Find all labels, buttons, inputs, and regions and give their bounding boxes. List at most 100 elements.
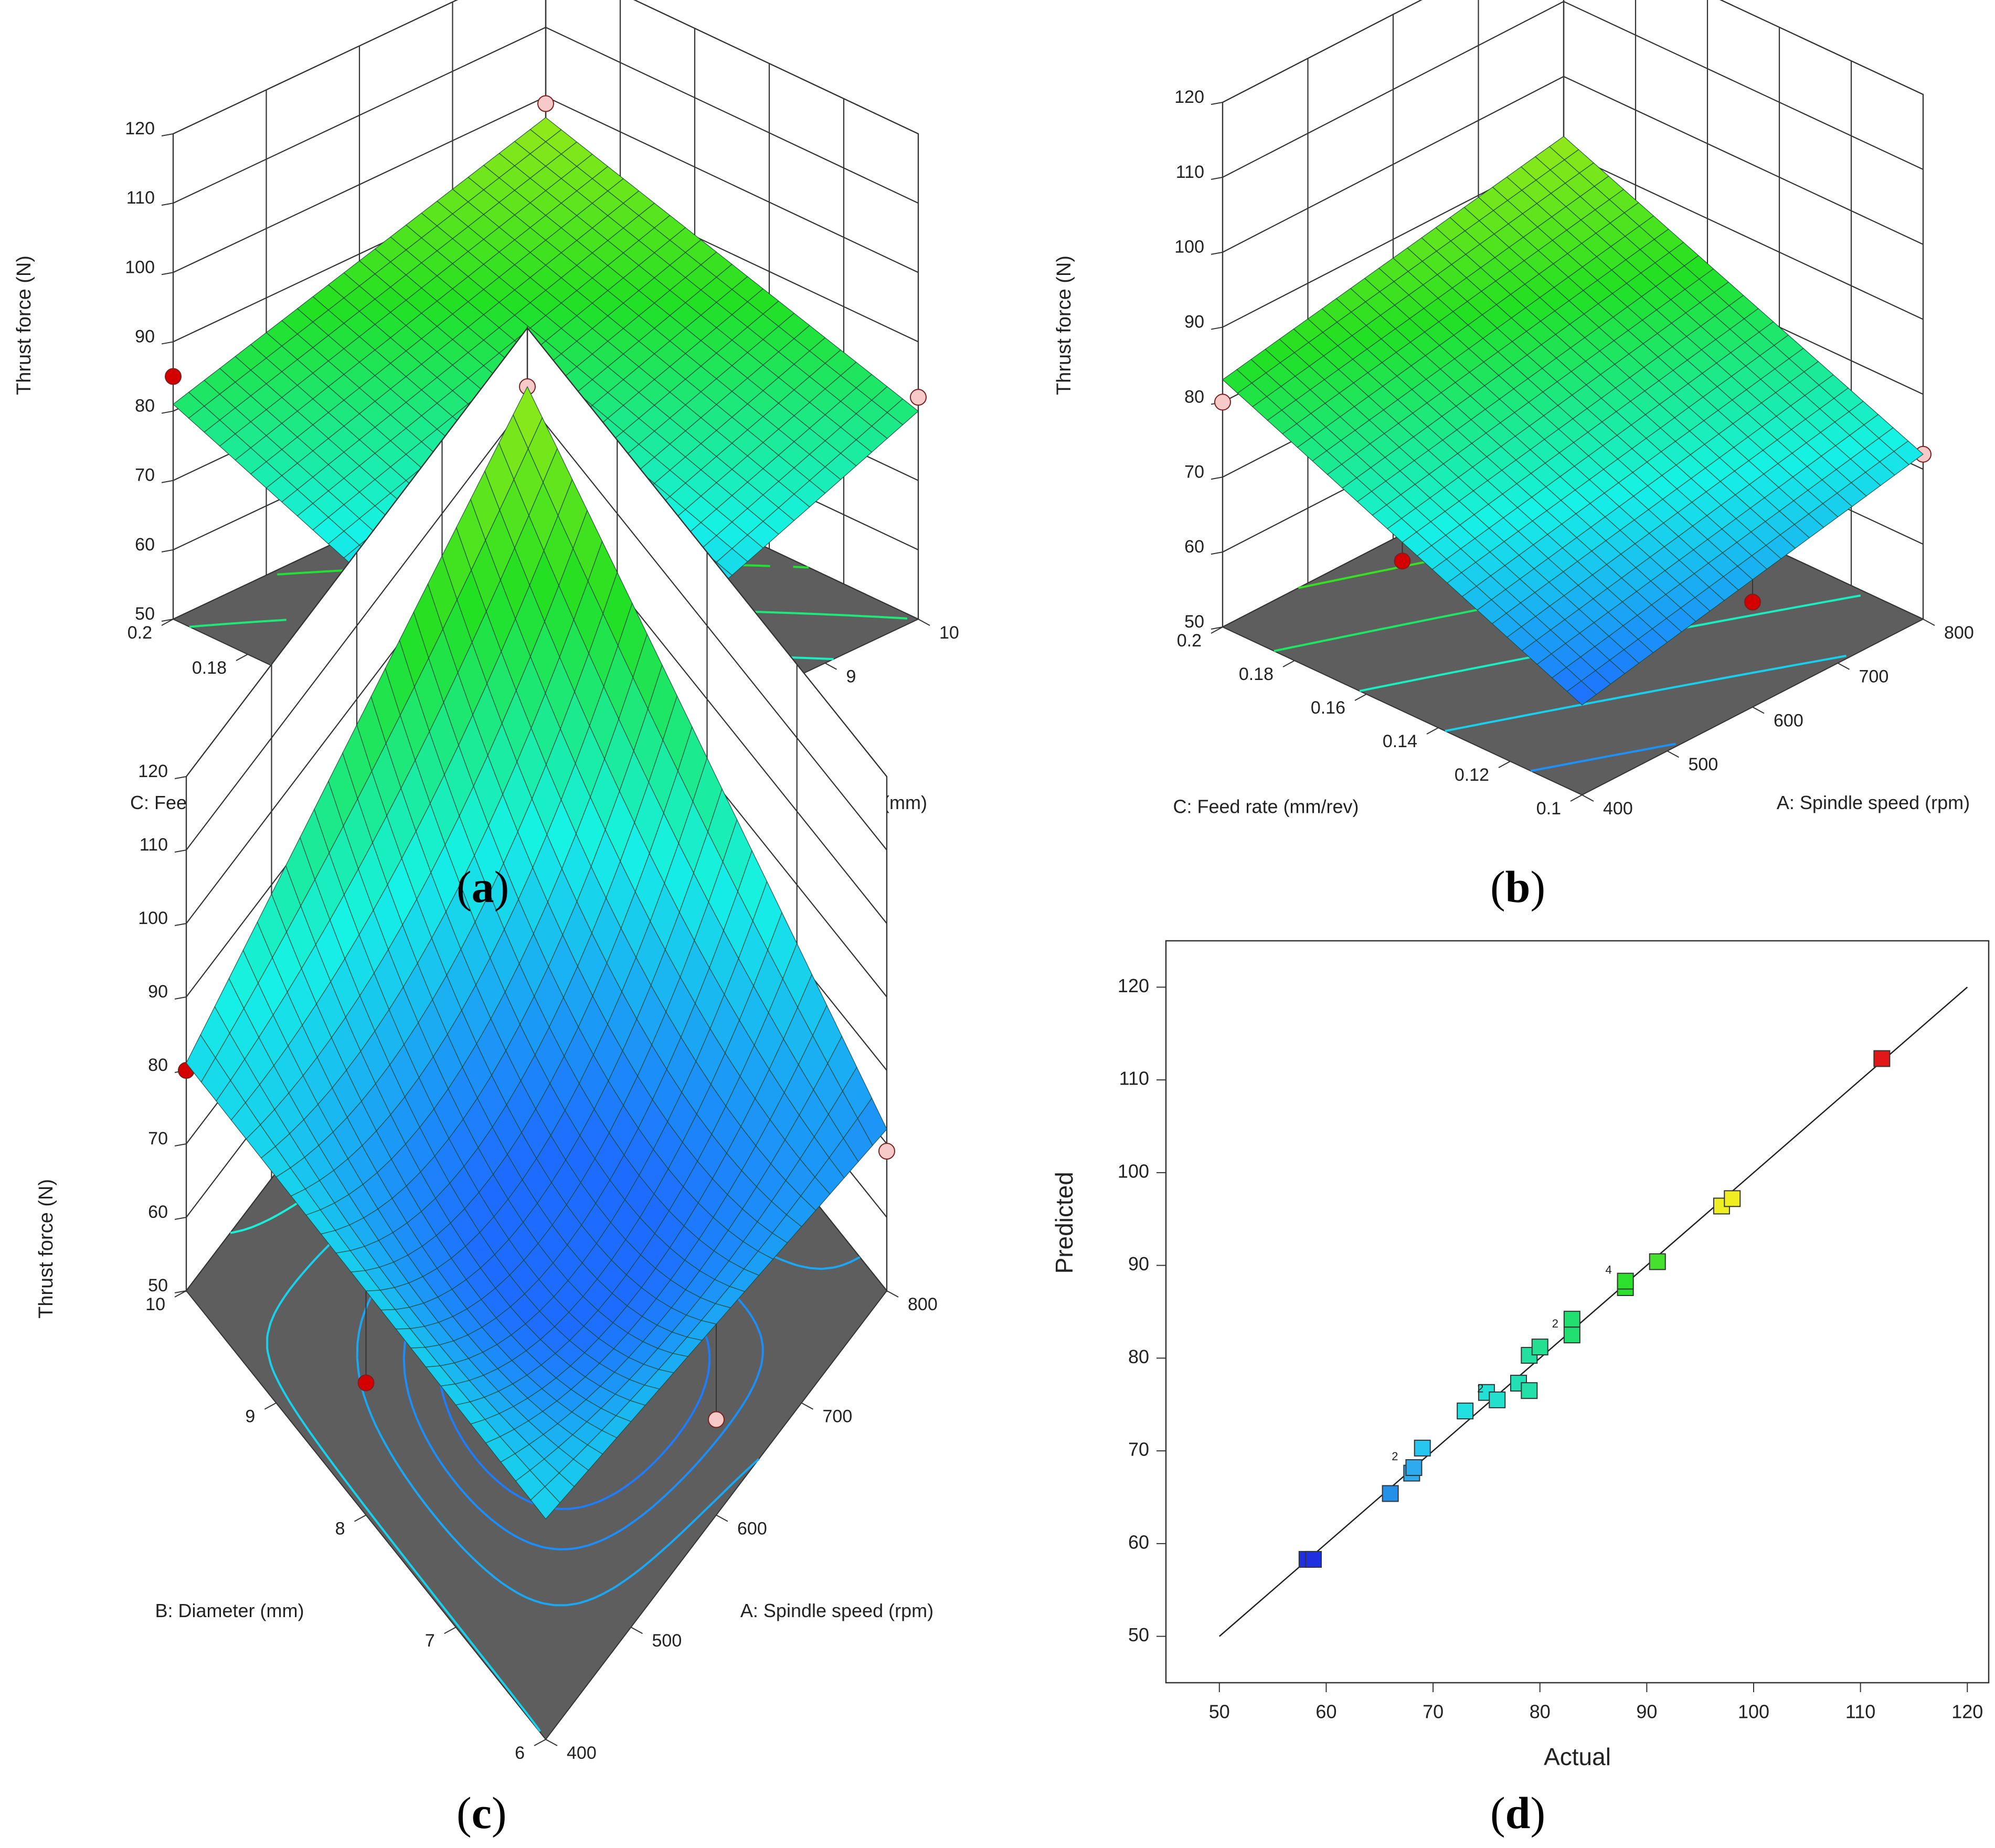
x-tick [1923,619,1935,626]
y-tick-label: 0.2 [128,623,152,643]
y-tick-label: 0.12 [1455,765,1489,785]
y-axis-label: B: Diameter (mm) [155,1600,304,1621]
z-tick-label: 80 [1184,387,1204,407]
y-tick [1498,761,1511,768]
z-tick-label: 70 [1184,462,1204,482]
point-count-label: 2 [1477,1382,1483,1395]
y-tick [354,1514,366,1522]
y-tick-label: 120 [1118,975,1149,996]
x-tick-label: 600 [737,1518,767,1538]
y-tick [1354,694,1367,701]
z-tick [161,272,174,275]
y-tick-label: 80 [1128,1346,1149,1367]
z-tick [1211,102,1223,105]
z-tick [161,341,174,345]
fit-line [1218,986,1968,1637]
y-tick-label: 0.18 [192,658,227,678]
x-axis-label: A: Spindle speed (rpm) [1777,792,1970,813]
z-tick [174,1217,187,1220]
scatter-point [1563,1326,1580,1344]
design-point [357,1374,375,1392]
floor-axes: 400 500 600 700 800 6 7 8 9 10 A: Spindle speed (r… [145,1290,938,1763]
y-tick-label: 10 [145,1294,165,1314]
y-tick [1211,626,1223,634]
z-tick-label: 50 [148,1276,168,1295]
z-tick-label: 110 [140,835,168,855]
point-count-label: 4 [1606,1263,1612,1276]
x-tick-label: 800 [908,1294,938,1314]
z-axis-label: Thrust force (N) [35,1179,57,1319]
z-axis: 50 60 70 80 90 100 110 120 Thrust force (N) [13,119,174,624]
y-tick [1426,727,1439,735]
z-axis-label: Thrust force (N) [13,256,35,395]
design-point [878,1143,895,1160]
y-tick-label: 0.14 [1383,731,1417,751]
design-point [1214,394,1231,411]
x-tick [1667,750,1679,758]
scatter-point [1617,1272,1634,1290]
z-tick [174,996,187,1000]
design-point [708,1411,725,1428]
wall-gridline-z [173,0,919,134]
z-tick-label: 100 [138,908,168,928]
z-tick-label: 50 [1184,612,1204,632]
z-tick [1211,476,1223,480]
z-tick-label: 80 [135,396,155,416]
scatter-point [1563,1311,1580,1328]
y-tick [174,1290,187,1298]
scatter-point [1649,1253,1666,1270]
scatter-point [1873,1050,1891,1067]
x-tick-label: 500 [652,1631,682,1651]
scatter-point [1382,1485,1399,1502]
design-point [165,368,182,385]
z-tick [1211,626,1223,630]
scatter-point [1489,1391,1506,1408]
y-tick [534,1739,546,1746]
point-count-label: 2 [1552,1317,1558,1330]
z-tick-label: 120 [138,761,168,781]
x-tick-label: 60 [1315,1701,1336,1723]
x-tick [825,662,837,670]
y-tick-label: 110 [1119,1068,1149,1089]
y-tick-label: 8 [335,1518,345,1538]
scatter-plot-d: 50 60 70 80 90 100 110 120 50 60 70 80 90 100 110 120 Ac… [1050,940,1990,1770]
axes: 50 60 70 80 90 100 110 120 50 60 70 80 90 100 110 120 Ac… [1050,975,1983,1770]
z-tick-label: 90 [1184,312,1204,332]
x-tick-label: 9 [846,667,856,687]
z-tick-label: 120 [1174,87,1204,107]
scatter-point [1405,1459,1423,1476]
panel-label-d: (d) [1490,1788,1546,1838]
z-tick [174,923,187,926]
y-tick-label: 7 [425,1631,435,1651]
x-tick-label: 120 [1951,1701,1983,1723]
y-tick-label: 9 [245,1407,255,1427]
y-tick [236,654,248,661]
surface-plot-b: 50 60 70 80 90 100 110 120 Thrust force (N) 400 50… [1053,0,1974,819]
point-annotations: 2 2 2 4 [1392,1263,1612,1462]
y-tick [264,1402,277,1410]
y-tick [1282,660,1295,667]
x-tick-label: 400 [1603,799,1633,819]
x-tick-label: 400 [567,1743,597,1763]
x-tick-label: 70 [1423,1701,1444,1723]
z-tick-label: 60 [135,535,155,555]
design-point [537,95,554,112]
z-tick-label: 80 [148,1055,168,1075]
response-surface [1222,136,1924,706]
x-axis-label: Actual [1544,1743,1611,1770]
x-tick [886,1290,899,1298]
scatter-point [1531,1339,1548,1356]
z-tick-label: 60 [1184,537,1204,557]
x-tick-label: 500 [1689,755,1718,774]
z-tick-label: 70 [135,465,155,485]
x-tick [1838,662,1850,670]
scatter-point [1305,1550,1322,1568]
contour-level [1530,742,1676,772]
design-point [1394,553,1411,570]
panel-label-c: (c) [457,1788,507,1838]
z-axis: 50 60 70 80 90 100 110 120 Thrust force (N) [35,761,187,1319]
scatter-points [1298,1050,1891,1568]
x-tick-label: 80 [1530,1701,1551,1723]
z-tick [161,203,174,206]
z-tick [161,549,174,553]
